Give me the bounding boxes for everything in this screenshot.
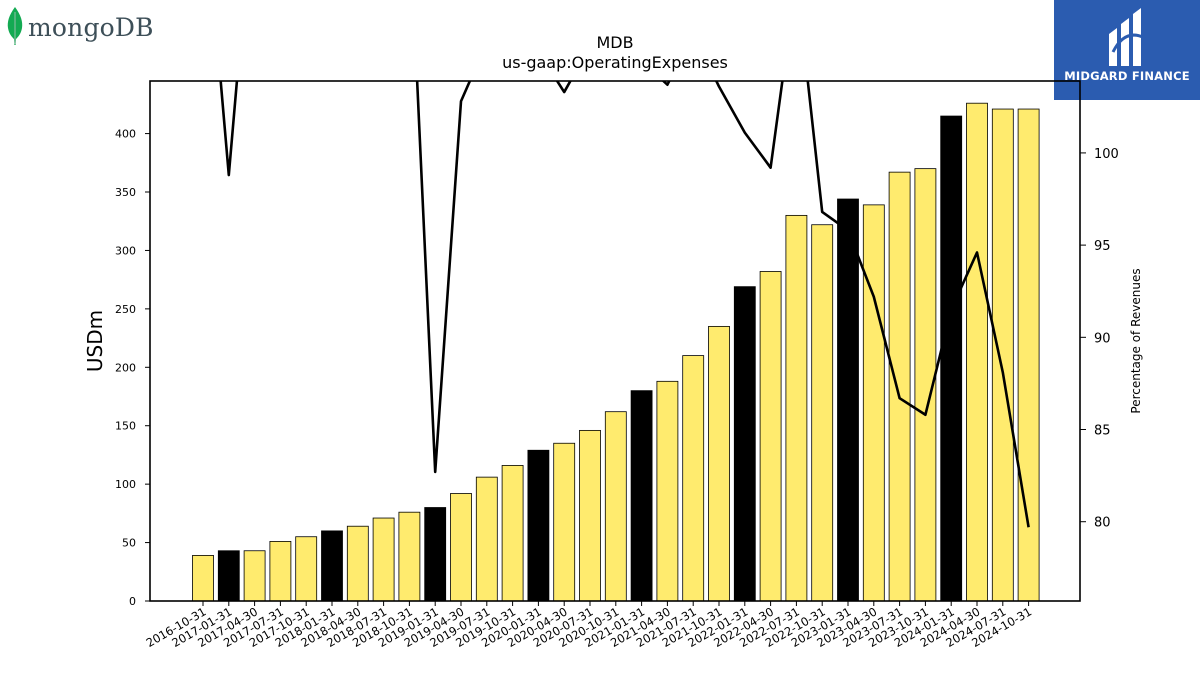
bar-2019-01-31 [424, 507, 447, 602]
bar-2019-07-31 [475, 476, 498, 602]
mongodb-logo: mongoDB [6, 4, 176, 48]
bar-2020-07-31 [579, 429, 601, 602]
bar-2022-07-31 [785, 214, 808, 602]
bar-2024-04-30 [966, 102, 988, 602]
bar-2022-10-31 [811, 224, 834, 602]
bar-2022-04-30 [759, 271, 782, 602]
y-tick-label: 50 [122, 537, 136, 550]
bar-2018-10-31 [398, 511, 421, 602]
y-tick-label: 400 [115, 128, 136, 141]
bar-2017-04-30 [243, 550, 266, 602]
midgard-mark-icon [1109, 8, 1146, 66]
y2-tick-label: 90 [1094, 331, 1111, 346]
mongodb-wordmark: mongoDB [28, 13, 154, 42]
pct-revenue-line [219, 81, 1030, 528]
y-axis-right: 80 85 90 95 100 [1080, 147, 1119, 531]
plot-frame [149, 80, 1081, 602]
bar-2024-01-31 [940, 115, 963, 602]
bar-2018-04-30 [346, 525, 369, 602]
y2-tick-label: 95 [1094, 239, 1111, 254]
y-tick-label: 350 [115, 186, 136, 199]
bar-2017-07-31 [269, 541, 292, 602]
y-axis-left: 0 50 100 150 200 250 300 350 400 [115, 128, 150, 608]
y2-axis-label: Percentage of Revenues [1129, 268, 1143, 413]
bar-2020-01-31 [527, 449, 550, 602]
bar-2022-01-31 [733, 286, 756, 602]
y-tick-label: 250 [115, 303, 136, 316]
y-tick-label: 300 [115, 244, 136, 257]
bar-2017-01-31 [217, 550, 240, 602]
bar-2018-07-31 [372, 517, 395, 602]
midgard-brand-text: MIDGARD FINANCE [1064, 69, 1190, 83]
bar-2021-04-30 [656, 380, 679, 602]
bar-2020-04-30 [553, 442, 576, 602]
bar-2019-10-31 [501, 465, 524, 602]
chart-subtitle: us-gaap:OperatingExpenses [502, 53, 728, 72]
bar-2021-10-31 [708, 325, 730, 602]
bar-2021-01-31 [630, 390, 653, 602]
y2-tick-label: 80 [1094, 516, 1111, 531]
y-axis-label: USDm [83, 310, 107, 372]
y-tick-label: 100 [115, 478, 136, 491]
y-tick-label: 0 [129, 595, 136, 608]
bar-2023-04-30 [862, 204, 885, 602]
y2-tick-label: 85 [1094, 424, 1111, 439]
bar-2024-07-31 [991, 108, 1014, 602]
bar-2023-07-31 [888, 171, 911, 602]
bar-2017-10-31 [295, 536, 318, 602]
y2-tick-label: 100 [1094, 147, 1119, 162]
midgard-finance-logo: MIDGARD FINANCE [1054, 0, 1200, 100]
bar-2021-07-31 [682, 355, 705, 602]
chart-title: MDB [596, 33, 633, 52]
bar-2016-10-31 [192, 555, 214, 602]
line-series [219, 81, 1030, 528]
bar-2018-01-31 [321, 530, 343, 602]
bar-2019-04-30 [450, 493, 472, 602]
x-axis: 2016-10-312017-01-312017-04-302017-07-31… [144, 601, 1034, 650]
y-tick-label: 150 [115, 420, 136, 433]
mongodb-leaf-icon [7, 7, 23, 45]
bar-series [192, 102, 1040, 602]
bar-2023-01-31 [837, 198, 859, 602]
y-tick-label: 200 [115, 361, 136, 374]
bar-2020-10-31 [604, 411, 627, 602]
